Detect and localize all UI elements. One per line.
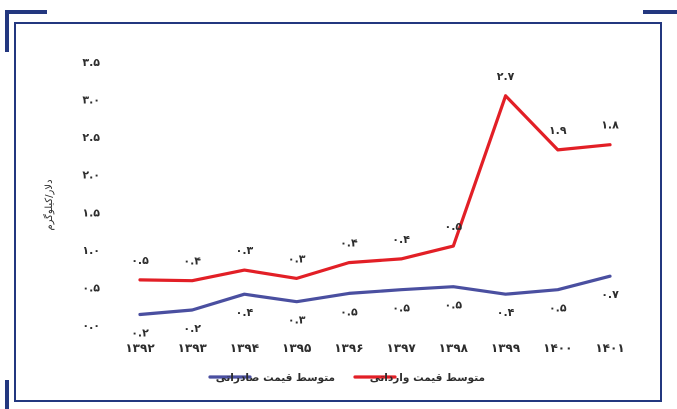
x-tick-label: ۱۳۹۶ xyxy=(334,341,363,355)
data-label: ۰.۴ xyxy=(497,306,515,319)
frame-corner-top-right xyxy=(643,10,677,14)
data-label: ۰.۵ xyxy=(445,220,463,233)
data-label: ۰.۵ xyxy=(340,305,358,318)
y-tick-label: ۰.۰ xyxy=(82,319,100,332)
x-tick-label: ۱۳۹۸ xyxy=(439,341,469,355)
x-tick-label: ۱۳۹۹ xyxy=(491,341,521,355)
data-label: ۰.۳ xyxy=(288,252,306,265)
x-tick-label: ۱۳۹۳ xyxy=(178,341,208,355)
series-lines xyxy=(138,94,612,317)
data-label: ۰.۳ xyxy=(288,314,306,327)
x-tick-label: ۱۳۹۵ xyxy=(282,341,311,355)
legend-label: متوسط قیمت وارداتی xyxy=(370,372,485,384)
data-label: ۲.۷ xyxy=(497,70,515,83)
y-tick-label: ۲.۵ xyxy=(82,131,100,144)
data-label: ۱.۹ xyxy=(549,124,567,137)
chart-frame xyxy=(14,22,662,402)
data-label: ۰.۴ xyxy=(183,255,201,268)
y-tick-label: ۱.۵ xyxy=(82,206,100,219)
data-label: ۰.۴ xyxy=(392,233,410,246)
series-line-0 xyxy=(138,94,612,283)
x-tick-label: ۱۴۰۱ xyxy=(595,341,624,355)
data-label: ۰.۵ xyxy=(549,302,567,315)
data-label: ۰.۵ xyxy=(392,302,410,315)
y-tick-label: ۳.۰ xyxy=(82,94,100,107)
data-label: ۰.۵ xyxy=(445,299,463,312)
data-label: ۰.۵ xyxy=(131,254,149,267)
x-tick-label: ۱۳۹۷ xyxy=(386,341,416,355)
y-axis-label: دلار/کیلوگرم xyxy=(43,179,55,230)
y-tick-label: ۰.۵ xyxy=(82,281,100,294)
legend-label: متوسط قیمت صادراتی xyxy=(216,372,335,384)
x-axis-ticks: ۱۳۹۲ ۱۳۹۳ ۱۳۹۴ ۱۳۹۵ ۱۳۹۶ ۱۳۹۷ ۱۳۹۸ ۱۳۹۹ ۱۴۰۰ ۱۴۰۱ xyxy=(125,341,624,355)
y-tick-label: ۲.۰ xyxy=(82,169,100,182)
series-line-1 xyxy=(138,274,612,317)
data-label: ۰.۴ xyxy=(236,306,254,319)
data-label: ۰.۲ xyxy=(183,322,201,335)
data-label: ۰.۷ xyxy=(601,288,619,301)
data-label: ۰.۴ xyxy=(340,237,358,250)
data-label: ۰.۲ xyxy=(131,326,149,339)
legend: متوسط قیمت وارداتی متوسط قیمت صادراتی xyxy=(208,372,485,384)
y-tick-label: ۳.۵ xyxy=(82,56,100,69)
data-labels: ۰.۵ ۰.۴ ۰.۳ ۰.۳ ۰.۴ ۰.۴ ۰.۵ ۲.۷ ۱.۹ ۱.۸ ۰.۲ ۰.۲ ۰.۴ ۰… xyxy=(131,70,619,340)
x-tick-label: ۱۳۹۲ xyxy=(125,341,155,355)
frame-corner-top-left-side xyxy=(5,10,9,52)
y-tick-label: ۱.۰ xyxy=(82,244,100,257)
y-axis-ticks: ۰.۰ ۰.۵ ۱.۰ ۱.۵ ۲.۰ ۲.۵ ۳.۰ ۳.۵ xyxy=(82,56,100,332)
frame-corner-bottom-left xyxy=(5,380,9,409)
frame-corner-top-left xyxy=(5,10,47,14)
x-tick-label: ۱۳۹۴ xyxy=(230,341,259,355)
x-tick-label: ۱۴۰۰ xyxy=(543,341,572,355)
data-label: ۱.۸ xyxy=(601,119,619,132)
data-label: ۰.۳ xyxy=(236,244,254,257)
